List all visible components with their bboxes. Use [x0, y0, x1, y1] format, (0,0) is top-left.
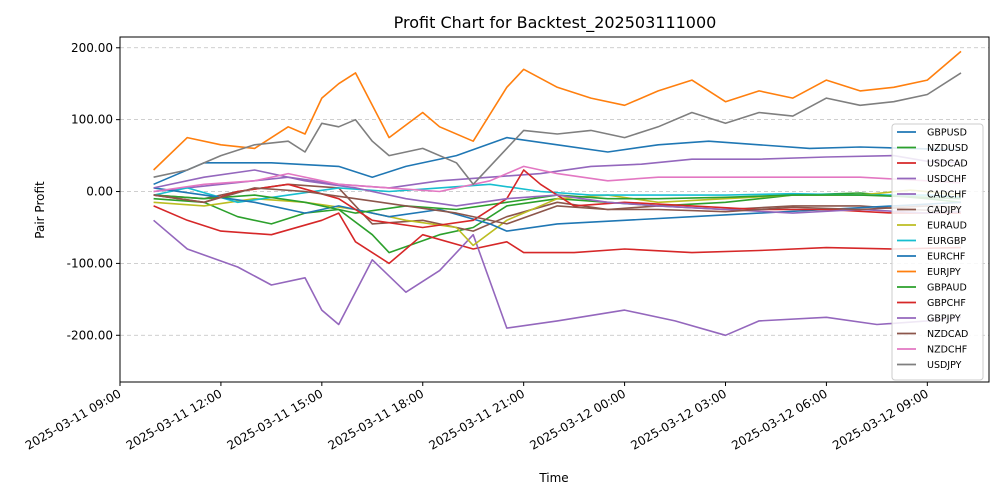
legend-label: EURAUD — [927, 221, 967, 232]
legend-label: USDCAD — [927, 159, 968, 170]
legend-label: EURJPY — [927, 267, 961, 278]
chart-title: Profit Chart for Backtest_202503111000 — [394, 13, 717, 33]
series-line-usdjpy — [153, 72, 962, 186]
legend-label: CADJPY — [927, 205, 962, 216]
legend-label: GBPUSD — [927, 128, 967, 139]
legend-label: USDJPY — [927, 360, 962, 371]
y-tick-label: -100.00 — [67, 256, 113, 270]
legend-label: GBPAUD — [927, 283, 967, 294]
legend: GBPUSD NZDUSD USDCAD USDCHF CADCHF CADJPY EURA… — [891, 123, 984, 381]
legend-label: GBPJPY — [927, 314, 961, 325]
legend-label: NZDUSD — [927, 143, 968, 154]
series-line-usdcad — [153, 205, 962, 265]
legend-label: USDCHF — [927, 174, 967, 185]
legend-label: EURGBP — [927, 236, 966, 247]
legend-label: NZDCAD — [927, 329, 968, 340]
y-tick-label: 200.00 — [71, 41, 113, 55]
series-line-nzdchf — [153, 165, 962, 193]
legend-label: CADCHF — [927, 190, 967, 201]
legend-box — [891, 123, 984, 381]
legend-label: EURCHF — [927, 252, 965, 263]
legend-label: GBPCHF — [927, 298, 966, 309]
series-line-eurchf — [153, 187, 962, 232]
series-line-nzdcad — [153, 187, 962, 225]
series-line-eurjpy — [153, 50, 962, 171]
y-tick-label: 0.00 — [86, 185, 113, 199]
grid-layer — [120, 47, 989, 336]
y-tick-label: -200.00 — [67, 328, 113, 342]
series-line-gbpaud — [153, 194, 962, 214]
series-layer — [153, 50, 962, 337]
series-line-usdchf — [153, 219, 962, 337]
series-line-gbpusd — [153, 136, 962, 186]
legend-label: NZDCHF — [927, 345, 967, 356]
series-line-cadchf — [153, 154, 962, 193]
x-axis-label: Time — [538, 471, 568, 485]
plot-area-frame — [119, 36, 990, 383]
y-axis-label: Pair Profit — [33, 181, 47, 239]
y-tick-label: 100.00 — [71, 113, 113, 127]
